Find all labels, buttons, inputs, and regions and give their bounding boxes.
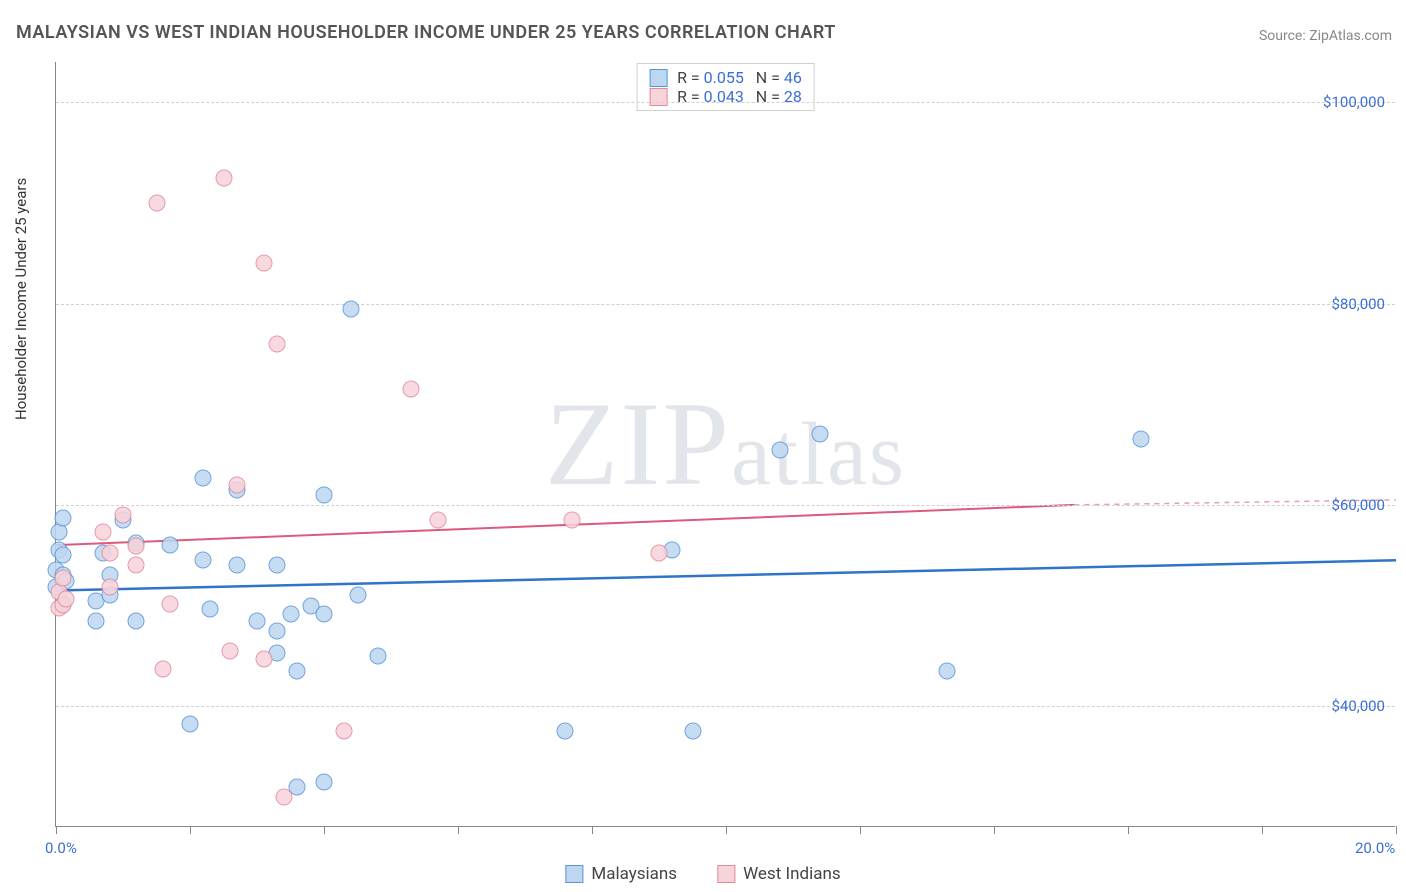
stats-row-malaysians: R = 0.055 N = 46 <box>649 68 802 87</box>
data-point <box>195 469 212 486</box>
chart-title: MALAYSIAN VS WEST INDIAN HOUSEHOLDER INC… <box>16 22 836 43</box>
x-tick <box>1262 826 1263 834</box>
chart-container: MALAYSIAN VS WEST INDIAN HOUSEHOLDER INC… <box>0 0 1406 892</box>
n-value: 46 <box>784 68 802 87</box>
data-point <box>282 605 299 622</box>
regression-lines <box>56 62 1396 827</box>
swatch-west-indians-icon <box>717 865 735 883</box>
data-point <box>228 557 245 574</box>
x-tick-label: 20.0% <box>1355 839 1395 857</box>
gridline <box>56 304 1395 305</box>
data-point <box>403 381 420 398</box>
source-label: Source: ZipAtlas.com <box>1259 28 1392 44</box>
x-tick <box>190 826 191 834</box>
data-point <box>349 587 366 604</box>
x-tick-label: 0.0% <box>45 839 77 857</box>
data-point <box>275 788 292 805</box>
data-point <box>269 335 286 352</box>
y-axis-label: Householder Income Under 25 years <box>12 178 30 420</box>
data-point <box>269 557 286 574</box>
data-point <box>155 660 172 677</box>
x-tick <box>994 826 995 834</box>
bottom-legend: Malaysians West Indians <box>565 864 840 884</box>
data-point <box>54 570 71 587</box>
legend-label: Malaysians <box>591 864 677 884</box>
data-point <box>563 511 580 528</box>
data-point <box>128 557 145 574</box>
data-point <box>249 612 266 629</box>
data-point <box>54 509 71 526</box>
data-point <box>228 476 245 493</box>
plot-area: ZIPatlas R = 0.055 N = 46 R = 0.043 N = … <box>55 62 1395 827</box>
x-tick <box>1396 826 1397 834</box>
data-point <box>684 723 701 740</box>
y-tick-label: $100,000 <box>1323 93 1385 111</box>
data-point <box>771 441 788 458</box>
data-point <box>289 662 306 679</box>
data-point <box>195 552 212 569</box>
data-point <box>255 255 272 272</box>
data-point <box>811 426 828 443</box>
data-point <box>369 647 386 664</box>
data-point <box>115 506 132 523</box>
data-point <box>222 642 239 659</box>
x-tick <box>324 826 325 834</box>
y-tick-label: $80,000 <box>1331 295 1385 313</box>
data-point <box>202 600 219 617</box>
x-tick <box>458 826 459 834</box>
data-point <box>651 545 668 562</box>
x-tick <box>726 826 727 834</box>
legend-label: West Indians <box>743 864 841 884</box>
data-point <box>161 537 178 554</box>
data-point <box>94 524 111 541</box>
data-point <box>316 486 333 503</box>
data-point <box>101 579 118 596</box>
data-point <box>215 169 232 186</box>
gridline <box>56 706 1395 707</box>
y-tick-label: $60,000 <box>1331 496 1385 514</box>
data-point <box>939 662 956 679</box>
data-point <box>429 511 446 528</box>
data-point <box>148 194 165 211</box>
gridline <box>56 102 1395 103</box>
swatch-malaysians-icon <box>649 69 667 87</box>
y-tick-label: $40,000 <box>1331 697 1385 715</box>
data-point <box>101 545 118 562</box>
data-point <box>342 300 359 317</box>
data-point <box>54 547 71 564</box>
x-tick <box>860 826 861 834</box>
data-point <box>336 723 353 740</box>
watermark: ZIPatlas <box>545 375 906 513</box>
data-point <box>316 773 333 790</box>
x-tick <box>592 826 593 834</box>
data-point <box>269 622 286 639</box>
stats-legend: R = 0.055 N = 46 R = 0.043 N = 28 <box>636 63 815 111</box>
data-point <box>161 595 178 612</box>
gridline <box>56 505 1395 506</box>
legend-item-west-indians: West Indians <box>717 864 841 884</box>
x-tick <box>56 826 57 834</box>
swatch-malaysians-icon <box>565 865 583 883</box>
legend-item-malaysians: Malaysians <box>565 864 677 884</box>
data-point <box>182 716 199 733</box>
data-point <box>128 538 145 555</box>
data-point <box>557 723 574 740</box>
data-point <box>58 590 75 607</box>
r-value: 0.055 <box>704 68 744 87</box>
x-tick <box>1128 826 1129 834</box>
data-point <box>1133 431 1150 448</box>
data-point <box>316 605 333 622</box>
data-point <box>255 650 272 667</box>
data-point <box>128 612 145 629</box>
stats-text: R = 0.055 N = 46 <box>677 68 802 87</box>
data-point <box>88 612 105 629</box>
